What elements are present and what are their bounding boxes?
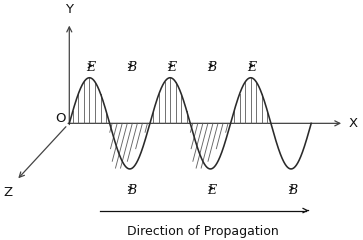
Text: B: B	[288, 184, 297, 197]
Text: B: B	[127, 184, 136, 197]
Text: X: X	[349, 117, 358, 130]
Text: E: E	[207, 184, 216, 197]
Text: Direction of Propagation: Direction of Propagation	[127, 225, 279, 238]
Text: Y: Y	[65, 3, 73, 16]
Text: E: E	[167, 61, 176, 74]
Text: O: O	[56, 112, 66, 125]
Text: Z: Z	[3, 186, 12, 199]
Text: B: B	[207, 61, 216, 74]
Text: B: B	[127, 61, 136, 74]
Text: E: E	[86, 61, 95, 74]
Text: E: E	[248, 61, 257, 74]
